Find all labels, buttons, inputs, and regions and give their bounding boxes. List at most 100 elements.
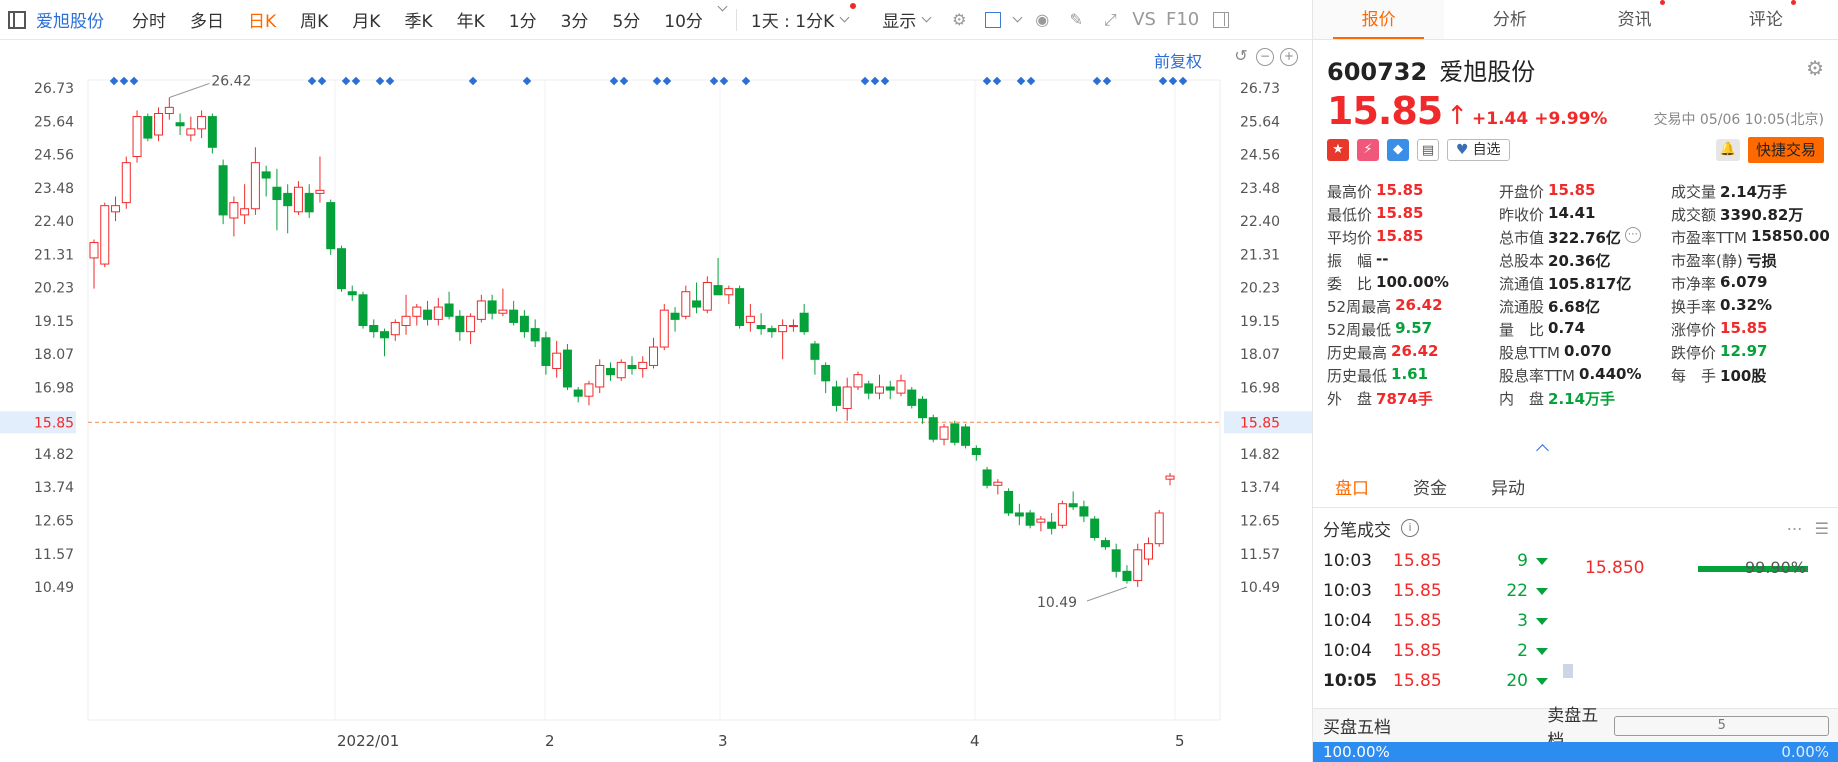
event-marker-icon[interactable] [992, 76, 1002, 86]
gear-icon[interactable]: ⚙ [1806, 56, 1824, 80]
draw-square-icon[interactable] [983, 10, 1003, 30]
event-marker-icon[interactable] [662, 76, 672, 86]
event-marker-icon[interactable] [129, 76, 139, 86]
period-tab[interactable]: 月K [352, 12, 381, 32]
tab-2[interactable]: 资讯 [1576, 0, 1707, 39]
zoom-in-icon[interactable]: + [1280, 48, 1298, 66]
collapse-up-icon[interactable] [1536, 444, 1549, 457]
period-tab[interactable]: 10分 [664, 12, 703, 32]
pencil-icon[interactable]: ✎ [1069, 10, 1083, 29]
event-marker-icon[interactable] [375, 76, 385, 86]
event-marker-icon[interactable] [860, 76, 870, 86]
camera-icon[interactable]: ◉ [1035, 10, 1050, 29]
quick-trade-button[interactable]: 快捷交易 [1747, 137, 1824, 163]
subtab-1[interactable]: 资金 [1413, 479, 1447, 499]
event-marker-icon[interactable] [1092, 76, 1102, 86]
event-marker-icon[interactable] [1102, 76, 1112, 86]
event-marker-icon[interactable] [341, 76, 351, 86]
candle [573, 386, 583, 403]
kline-svg[interactable]: 26.73 26.73 25.64 25.64 24.56 24.56 23.48 23.48… [0, 40, 1312, 762]
candle-body [885, 386, 895, 391]
period-tab[interactable]: 3分 [560, 12, 589, 32]
event-marker-icon[interactable] [351, 76, 361, 86]
info-icon[interactable]: i [1401, 519, 1419, 537]
period-tab[interactable]: 日K [248, 12, 277, 32]
sidebar-toggle-icon[interactable] [8, 10, 26, 29]
event-marker-icon[interactable] [709, 76, 719, 86]
tag-icon[interactable]: ◆ [1387, 139, 1409, 161]
adjust-link[interactable]: 前复权 [1154, 52, 1203, 71]
period-tab[interactable]: 多日 [190, 12, 224, 32]
event-marker-icon[interactable] [741, 76, 751, 86]
candle-body [401, 315, 411, 327]
candle [681, 285, 691, 320]
chevron-down-icon[interactable] [717, 1, 728, 12]
period-tab[interactable]: 5分 [612, 12, 641, 32]
gear-icon[interactable]: ⚙ [952, 10, 967, 29]
candle-body [1079, 506, 1089, 517]
subtab-2[interactable]: 异动 [1491, 479, 1525, 499]
subtab-0[interactable]: 盘口 [1335, 479, 1369, 499]
candle [1068, 491, 1078, 510]
undo-icon[interactable]: ↺ [1234, 46, 1248, 65]
event-marker-icon[interactable] [1016, 76, 1026, 86]
panel-toggle-icon[interactable] [1211, 10, 1231, 30]
stat-value: 7874手 [1376, 390, 1433, 408]
more-icon[interactable]: ⋯ [1786, 518, 1803, 538]
stat-label: 每 手 [1671, 367, 1717, 385]
candle-body [670, 312, 680, 320]
watchlist-button[interactable]: ♥ 自选 [1447, 139, 1510, 161]
candle [164, 97, 174, 120]
f10-button[interactable]: F10 [1165, 9, 1200, 30]
event-marker-icon[interactable] [982, 76, 992, 86]
depth-price: 15.850 [1585, 558, 1645, 578]
zoom-out-icon[interactable]: − [1256, 48, 1274, 66]
event-marker-icon[interactable] [609, 76, 619, 86]
event-marker-icon[interactable] [1158, 76, 1168, 86]
event-marker-icon[interactable] [652, 76, 662, 86]
candle [509, 300, 519, 326]
period-tab[interactable]: 年K [456, 12, 485, 32]
event-marker-icon[interactable] [880, 76, 890, 86]
tab-0[interactable]: 报价 [1313, 0, 1445, 39]
event-marker-icon[interactable] [1178, 76, 1188, 86]
arrow-up-icon: ↑ [1446, 101, 1468, 131]
event-marker-icon[interactable] [385, 76, 395, 86]
tick-row: 10:04 15.85 2 [1313, 636, 1838, 666]
tab-3[interactable]: 评论 [1707, 0, 1838, 39]
event-marker-icon[interactable] [109, 76, 119, 86]
tab-1[interactable]: 分析 [1444, 0, 1575, 39]
period-tab[interactable]: 季K [404, 12, 433, 32]
event-marker-icon[interactable] [468, 76, 478, 86]
candle [670, 307, 680, 332]
candle-body [89, 242, 99, 259]
bell-icon[interactable]: 🔔 [1715, 139, 1740, 161]
list-icon[interactable]: ☰ [1814, 518, 1829, 538]
event-marker-icon[interactable] [317, 76, 327, 86]
note-icon[interactable]: ▤ [1417, 139, 1439, 161]
event-marker-icon[interactable] [307, 76, 317, 86]
event-marker-icon[interactable] [619, 76, 629, 86]
period-tab[interactable]: 分时 [132, 12, 166, 32]
fullscreen-icon[interactable]: ⤢ [1103, 9, 1117, 29]
event-marker-icon[interactable] [522, 76, 532, 86]
display-menu[interactable]: 显示 [882, 7, 934, 32]
event-marker-icon[interactable] [870, 76, 880, 86]
period-tab[interactable]: 1分 [508, 12, 537, 32]
more-icon[interactable]: ⋯ [1624, 227, 1641, 243]
period-tab[interactable]: 周K [300, 12, 329, 32]
candle [111, 196, 121, 222]
chevron-down-icon[interactable] [1012, 12, 1023, 23]
five-level-toggle[interactable]: 5 [1614, 715, 1829, 736]
candle-body [476, 300, 486, 320]
event-marker-icon[interactable] [119, 76, 129, 86]
vs-button[interactable]: VS [1132, 9, 1156, 30]
range-selector[interactable]: 1天 : 1分K [751, 3, 857, 32]
lightning-icon[interactable]: ⚡ [1357, 139, 1379, 161]
kline-chart[interactable]: 26.73 26.73 25.64 25.64 24.56 24.56 23.48 23.48… [0, 40, 1312, 762]
stat-cell: 市净率 6.079 [1671, 273, 1838, 294]
event-marker-icon[interactable] [1026, 76, 1036, 86]
stock-name-link[interactable]: 爱旭股份 [36, 12, 104, 32]
event-marker-icon[interactable] [719, 76, 729, 86]
event-marker-icon[interactable] [1168, 76, 1178, 86]
